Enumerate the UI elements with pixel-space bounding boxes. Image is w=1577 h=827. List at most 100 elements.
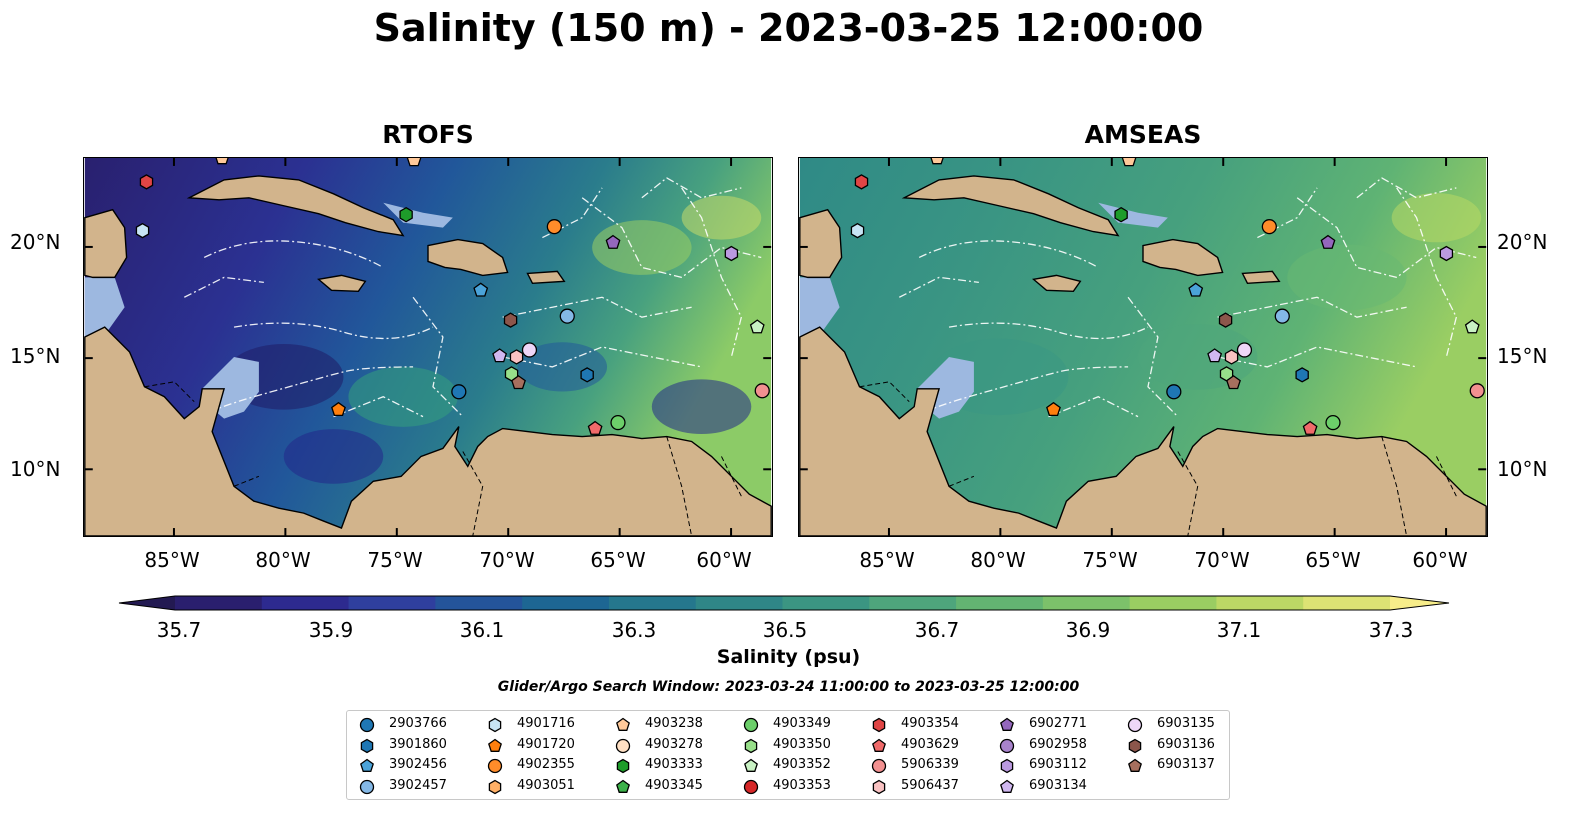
lat-tick-label: 20°N [10, 230, 61, 254]
lon-tick-label: 80°W [255, 548, 311, 572]
colorbar-tick-label: 36.1 [459, 618, 505, 642]
float-marker-4903349 [1325, 414, 1341, 431]
colorbar-tick-label: 36.5 [762, 618, 808, 642]
float-marker-4903349 [610, 414, 626, 431]
country-border [233, 475, 260, 487]
panel-title-rtofs: RTOFS [382, 120, 474, 149]
float-marker-4903354 [854, 174, 869, 190]
colorbar-segment [1042, 596, 1131, 610]
land-mass [1142, 238, 1224, 277]
legend-marker [1128, 758, 1142, 772]
legend-marker-icon [616, 717, 630, 731]
legend-marker-icon [1000, 717, 1014, 731]
figure-title: Salinity (150 m) - 2023-03-25 12:00:00 [373, 6, 1204, 50]
eez-boundary [542, 187, 603, 239]
land-mass [1031, 274, 1082, 293]
legend-marker-icon [360, 758, 374, 772]
legend-label: 4902355 [517, 757, 575, 772]
salinity-eddy [1287, 244, 1407, 311]
eez-boundary [1048, 396, 1139, 418]
map-rtofs [83, 157, 773, 537]
country-border [948, 475, 975, 487]
legend-label: 3901860 [389, 736, 447, 752]
country-border [462, 451, 484, 536]
lon-tick-label: 75°W [1082, 548, 1138, 572]
float-marker-3902456 [473, 282, 489, 297]
eez-boundary [948, 322, 1149, 340]
legend-marker [999, 738, 1015, 753]
eez-boundary [124, 366, 414, 457]
eez-boundary [333, 396, 424, 418]
salinity-eddy [592, 220, 692, 275]
lon-tick-label: 65°W [590, 548, 646, 572]
colorbar-extend-high [1390, 596, 1449, 610]
colorbar-segment [1303, 596, 1391, 610]
legend-label: 6902958 [1029, 736, 1087, 752]
float-marker-4903352 [749, 319, 765, 334]
float-marker-4901716 [850, 222, 865, 239]
colorbar-tick-label: 35.7 [156, 618, 202, 642]
legend-marker-icon [871, 758, 887, 774]
float-marker-5906339 [1469, 383, 1485, 399]
colorbar-segment [608, 596, 697, 610]
lon-tick-label: 75°W [367, 548, 423, 572]
legend-marker [488, 717, 502, 733]
float-marker-4901720 [331, 401, 346, 416]
legend-label: 6903136 [1157, 736, 1215, 752]
panel-title-amseas: AMSEAS [1084, 120, 1202, 149]
float-marker-4902355 [1261, 219, 1277, 235]
eez-boundary [1217, 346, 1417, 368]
legend-marker [360, 758, 374, 772]
legend-marker [1127, 717, 1143, 733]
float-marker-4903333 [1114, 206, 1128, 223]
colorbar-segment [695, 596, 783, 610]
colorbar-segment [348, 596, 436, 610]
legend-marker [1000, 758, 1014, 774]
eez-boundary [502, 346, 702, 368]
float-marker-3901860 [1295, 367, 1309, 383]
legend-label: 4901716 [517, 716, 575, 731]
land-mass [316, 274, 367, 293]
float-marker-4901720 [1046, 401, 1061, 416]
lat-tick-label: 10°N [1497, 457, 1548, 481]
legend-label: 3902456 [389, 757, 447, 772]
land-mass [186, 175, 405, 237]
legend-marker-icon [999, 738, 1015, 753]
legend-marker-icon [872, 738, 886, 752]
legend-label: 6903135 [1157, 716, 1215, 731]
legend-marker-icon [1127, 717, 1143, 733]
legend-marker-icon [359, 717, 375, 733]
legend-marker [871, 758, 887, 774]
country-border [1177, 451, 1199, 536]
float-marker-4903238 [1121, 158, 1137, 167]
lon-tick-label: 85°W [859, 548, 915, 572]
legend-marker [744, 738, 758, 753]
legend-marker-icon [872, 717, 886, 733]
lon-tick-label: 60°W [1412, 548, 1468, 572]
legend-marker-icon [1128, 758, 1142, 772]
float-marker-4903629 [1302, 420, 1318, 435]
float-marker-4903333 [399, 206, 413, 223]
salinity-eddy [283, 429, 384, 484]
legend-label: 4903353 [773, 777, 831, 793]
legend-marker-icon [1000, 779, 1014, 793]
legend-marker-icon [487, 758, 503, 774]
eez-boundary [203, 240, 384, 268]
salinity-eddy [348, 366, 458, 427]
colorbar-tick-label: 36.7 [914, 618, 960, 642]
legend-marker [744, 758, 758, 772]
colorbar-segment [782, 596, 870, 610]
legend-label: 4903352 [773, 757, 831, 772]
salinity-eddy [1391, 193, 1482, 243]
colorbar-tick-label: 37.1 [1216, 618, 1262, 642]
legend-label: 5906437 [901, 777, 959, 793]
salinity-eddy [681, 195, 762, 240]
legend-marker [872, 779, 886, 794]
float-marker-6903112 [724, 245, 739, 262]
float-marker-6902771 [1320, 234, 1336, 249]
legend-marker [1000, 779, 1014, 793]
legend-marker-icon [616, 758, 630, 774]
colorbar-segment [1216, 596, 1304, 610]
legend-marker-icon [1128, 738, 1142, 753]
float-marker-6903135 [1236, 342, 1253, 358]
